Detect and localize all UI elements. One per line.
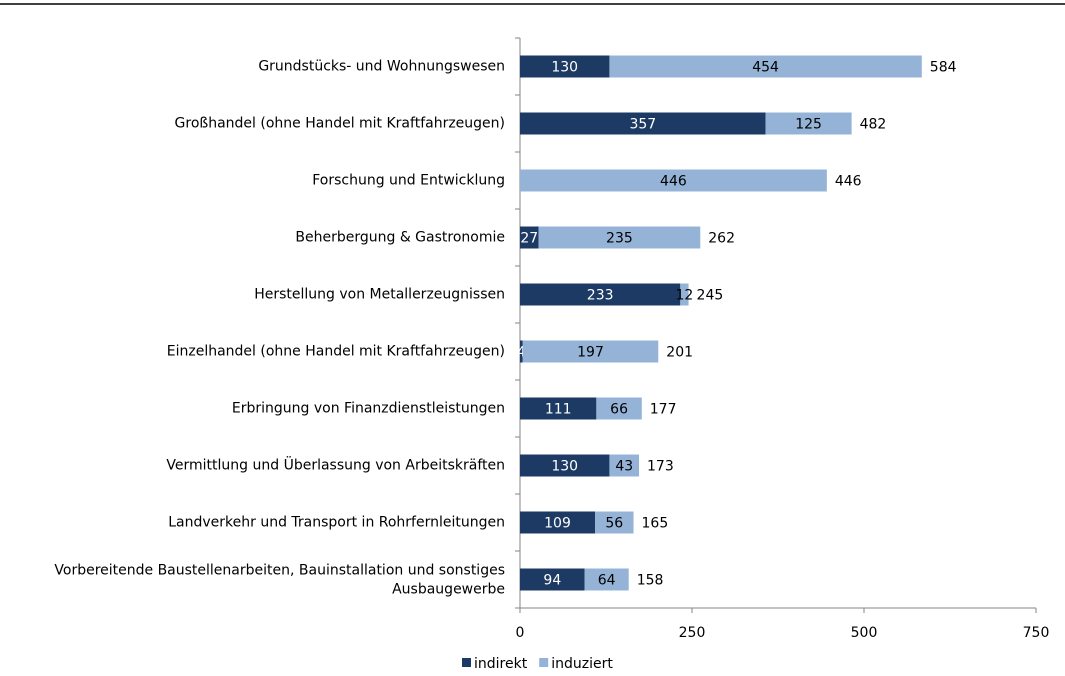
bar-segment (609, 454, 640, 477)
bar-segment (765, 112, 852, 135)
category-label: Herstellung von Metallerzeugnissen (254, 287, 505, 303)
value-label: 235 (606, 231, 633, 247)
value-label: 109 (544, 516, 571, 532)
x-tick-label: 250 (679, 625, 706, 641)
bar-segment (584, 568, 629, 591)
value-label: 111 (545, 402, 572, 418)
category-label: Grundstücks- und Wohnungswesen (258, 59, 505, 75)
value-label: 130 (551, 459, 578, 475)
value-label: 197 (577, 345, 604, 361)
bar-segment (596, 397, 642, 420)
category-label: Beherbergung & Gastronomie (295, 230, 505, 246)
bar-segment (520, 55, 610, 78)
category-label: Einzelhandel (ohne Handel mit Kraftfahrz… (167, 344, 505, 360)
category-line: Ausbaugewerbe (392, 582, 505, 598)
legend-swatch (539, 658, 549, 667)
total-label: 173 (647, 459, 674, 475)
total-label: 446 (835, 174, 862, 190)
legend-swatch (462, 658, 471, 667)
x-tick-label: 0 (516, 625, 525, 641)
category-label: Großhandel (ohne Handel mit Kraftfahrzeu… (175, 116, 505, 132)
bar-segment (520, 169, 827, 192)
category-label: Vorbereitende Baustellenarbeiten, Bauins… (54, 563, 505, 598)
bar-segment (522, 340, 659, 363)
x-tick-label: 750 (1023, 625, 1050, 641)
value-label: 12 (676, 288, 694, 304)
category-label: Forschung und Entwicklung (312, 173, 505, 189)
value-label: 4 (517, 345, 526, 361)
bar-segment (520, 226, 539, 249)
total-label: 262 (708, 231, 735, 247)
value-label: 56 (605, 516, 623, 532)
value-label: 125 (795, 117, 822, 133)
value-label: 66 (610, 402, 628, 418)
value-label: 454 (752, 60, 779, 76)
total-label: 158 (637, 573, 664, 589)
bar-segment (520, 340, 523, 363)
category-label: Vermittlung und Überlassung von Arbeitsk… (166, 456, 505, 474)
legend-label: induziert (551, 656, 613, 672)
total-label: 165 (642, 516, 669, 532)
total-label: 482 (860, 117, 887, 133)
value-label: 94 (543, 573, 561, 589)
total-label: 201 (666, 345, 693, 361)
total-label: 584 (930, 60, 957, 76)
value-label: 446 (660, 174, 687, 190)
category-line: Vorbereitende Baustellenarbeiten, Bauins… (54, 563, 505, 579)
value-label: 130 (551, 60, 578, 76)
value-label: 27 (520, 231, 538, 247)
bar-segment (538, 226, 701, 249)
category-label: Landverkehr und Transport in Rohrfernlei… (168, 515, 505, 531)
total-label: 177 (650, 402, 677, 418)
value-label: 357 (629, 117, 656, 133)
category-label: Erbringung von Finanzdienstleistungen (232, 401, 505, 417)
value-label: 64 (598, 573, 616, 589)
bar-segment (520, 112, 766, 135)
bar-segment (680, 283, 689, 306)
bar-segment (520, 397, 597, 420)
legend-label: indirekt (474, 656, 528, 672)
total-label: 245 (697, 288, 724, 304)
bar-segment (520, 454, 610, 477)
bar-segment (520, 568, 585, 591)
bar-segment (609, 55, 922, 78)
x-tick-label: 500 (851, 625, 878, 641)
value-label: 43 (615, 459, 633, 475)
bar-segment (520, 283, 681, 306)
bar-segment (520, 511, 595, 534)
value-label: 233 (587, 288, 614, 304)
bar-segment (594, 511, 634, 534)
